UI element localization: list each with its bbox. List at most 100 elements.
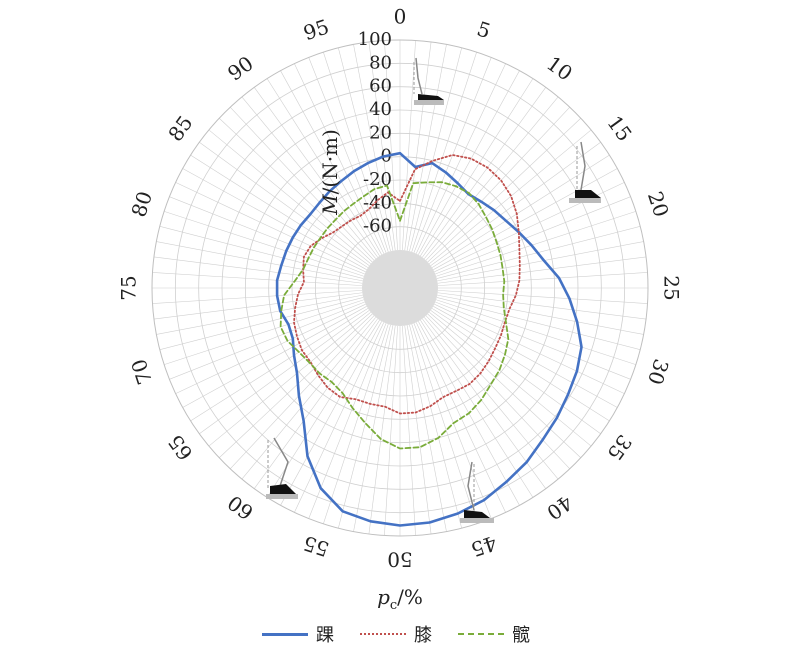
concentric-grid-circle — [268, 156, 532, 420]
radial-grid-line — [431, 308, 610, 422]
radial-grid-line — [437, 256, 647, 284]
radial-grid-line — [266, 78, 380, 257]
angle-tick-label: 0 — [394, 5, 407, 29]
radial-grid-line — [411, 52, 477, 252]
radial-grid-line — [437, 241, 644, 282]
radial-grid-line — [182, 306, 367, 408]
concentric-grid-circle — [151, 39, 649, 537]
radial-grid-line — [384, 40, 398, 251]
radial-grid-line — [294, 322, 385, 513]
legend-swatch-knee — [360, 633, 406, 635]
radial-grid-line — [152, 290, 363, 304]
radial-grid-line — [420, 319, 534, 498]
radial-grid-line — [159, 297, 364, 350]
radial-grid-line — [434, 303, 625, 394]
radial-grid-line — [413, 323, 492, 519]
radial-grid-line — [418, 70, 520, 255]
radial-grid-line — [435, 196, 631, 275]
radial-grid-line — [436, 211, 636, 277]
radial-grid-line — [266, 319, 380, 498]
radial-grid-line — [152, 272, 363, 286]
radial-grid-line — [159, 226, 364, 279]
radial-grid-line — [230, 107, 375, 261]
legend-swatch-ankle — [262, 632, 308, 636]
radial-grid-line — [402, 40, 416, 251]
radial-grid-line — [190, 154, 369, 268]
radial-grid-line — [368, 325, 396, 535]
radial-axis-label: M/(N·m) — [318, 129, 342, 216]
radial-grid-line — [406, 44, 447, 251]
radial-grid-line — [308, 323, 387, 519]
radial-grid-line — [430, 141, 601, 266]
radial-grid-line — [241, 317, 377, 480]
radial-tick-label: 80 — [369, 52, 392, 73]
concentric-grid-circle — [174, 62, 626, 514]
radial-grid-line — [423, 96, 559, 259]
legend-label-ankle: 踝 — [316, 625, 334, 646]
concentric-grid-circle — [221, 109, 579, 467]
radial-grid-line — [430, 310, 601, 435]
radial-grid-line — [190, 308, 369, 422]
angle-tick-label: 30 — [643, 356, 674, 388]
angle-tick-label: 55 — [300, 531, 332, 562]
radial-grid-line — [353, 325, 394, 532]
radial-tick-label: -20 — [363, 169, 392, 190]
angle-tick-label: 75 — [117, 275, 141, 300]
angle-tick-label: 45 — [468, 531, 500, 562]
concentric-grid-circle — [338, 226, 462, 350]
radial-grid-line — [429, 129, 592, 265]
radial-grid-line — [437, 294, 644, 335]
angle-tick-label: 10 — [542, 51, 577, 85]
radial-tick-label: 40 — [369, 99, 392, 120]
legend-item-hip: 髋 — [458, 621, 530, 647]
radial-grid-line — [437, 290, 648, 304]
angle-tick-label: 60 — [223, 490, 258, 524]
radial-tick-label: 60 — [369, 76, 392, 97]
concentric-grid-circle — [291, 179, 509, 397]
gait-pose-0-illustration — [413, 57, 444, 105]
radial-grid-line — [153, 292, 363, 320]
radial-grid-line — [169, 196, 365, 275]
gait-pose-15-illustration — [569, 141, 601, 203]
radial-grid-line — [404, 325, 432, 535]
concentric-grid-circle — [198, 86, 602, 490]
angle-tick-label: 85 — [163, 111, 197, 146]
series-lines — [275, 151, 583, 527]
radial-grid-line — [427, 118, 581, 263]
radial-grid-line — [433, 306, 618, 408]
radial-grid-line — [384, 325, 398, 536]
radial-grid-line — [427, 313, 581, 458]
radial-grid-line — [280, 321, 382, 506]
radial-grid-line — [409, 324, 462, 529]
radial-grid-line — [338, 47, 391, 252]
radial-grid-line — [437, 292, 647, 320]
radial-grid-line — [436, 299, 636, 365]
radial-grid-line — [423, 317, 559, 480]
radial-tick-label: 20 — [369, 122, 392, 143]
radial-grid-line — [422, 87, 547, 258]
radial-grid-line — [219, 313, 373, 458]
series-line-ankle — [275, 151, 583, 527]
series-line-hip — [279, 181, 510, 450]
radial-grid-line — [406, 325, 447, 532]
radial-grid-line — [230, 315, 375, 469]
radial-grid-line — [431, 154, 610, 268]
angle-tick-label: 80 — [126, 188, 157, 220]
radial-grid-line — [435, 301, 631, 380]
angle-tick-label: 35 — [602, 430, 636, 465]
angle-tick-label: 95 — [300, 14, 332, 45]
radial-grid-line — [164, 211, 364, 277]
radial-tick-label: 100 — [358, 29, 392, 50]
radial-grid-line — [420, 78, 534, 257]
radial-grid-line — [156, 294, 363, 335]
angle-tick-label: 15 — [602, 111, 636, 146]
radial-grid-line — [323, 52, 389, 252]
radial-grid-line — [199, 141, 370, 266]
series-line-knee — [293, 154, 521, 415]
radial-grid-line — [199, 310, 370, 435]
radial-grid-line — [437, 272, 648, 286]
radial-grid-line — [164, 299, 364, 365]
radial-grid-line — [402, 325, 416, 536]
